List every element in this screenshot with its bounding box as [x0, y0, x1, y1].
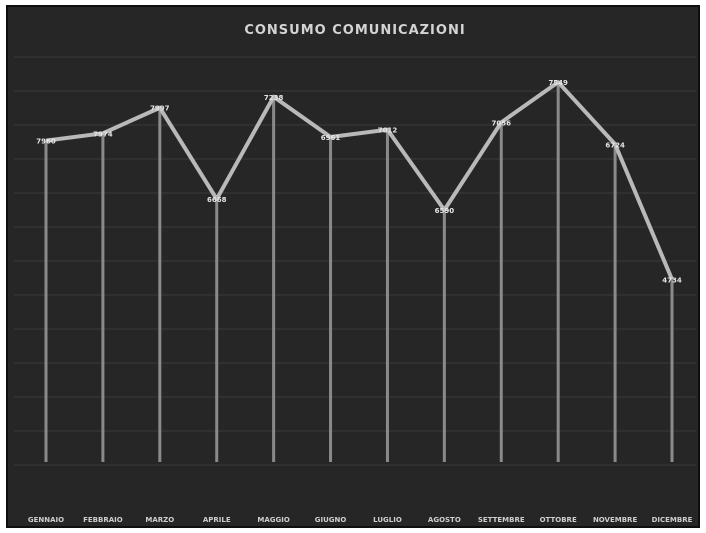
line-chart: 7960 7974 7997 6668 7238 6961 7012 6590 7056 7549…: [8, 7, 700, 528]
category-label-giugno: GIUGNO: [315, 516, 347, 524]
value-label-gennaio: 7960: [36, 138, 56, 146]
value-label-dicembre: 4734: [662, 276, 682, 284]
value-label-settembre: 7056: [492, 119, 512, 127]
value-label-novembre: 6724: [605, 141, 625, 149]
value-label-febbraio: 7974: [93, 130, 113, 138]
category-label-dicembre: DICEMBRE: [652, 516, 693, 524]
category-label-marzo: MARZO: [145, 516, 174, 524]
value-label-giugno: 6961: [321, 134, 341, 142]
category-label-aprile: APRILE: [203, 516, 231, 524]
category-label-luglio: LUGLIO: [373, 516, 402, 524]
value-label-aprile: 6668: [207, 196, 227, 204]
category-label-febbraio: FEBBRAIO: [83, 516, 123, 524]
stems: [46, 82, 672, 462]
value-label-agosto: 6590: [435, 207, 455, 215]
value-label-maggio: 7238: [264, 94, 284, 102]
category-label-ottobre: OTTOBRE: [540, 516, 577, 524]
category-label-settembre: SETTEMBRE: [478, 516, 525, 524]
category-label-agosto: AGOSTO: [428, 516, 461, 524]
value-label-marzo: 7997: [150, 105, 170, 113]
value-label-luglio: 7012: [378, 127, 398, 135]
category-label-maggio: MAGGIO: [257, 516, 289, 524]
series-line: [46, 82, 672, 279]
category-label-novembre: NOVEMBRE: [593, 516, 638, 524]
value-label-ottobre: 7549: [548, 79, 568, 87]
chart-frame: CONSUMO COMUNICAZIONI 7960 7974 7997 6668 72…: [6, 5, 700, 528]
category-labels: GENNAIO FEBBRAIO MARZO APRILE MAGGIO GIUGNO LU…: [28, 516, 693, 524]
category-label-gennaio: GENNAIO: [28, 516, 64, 524]
